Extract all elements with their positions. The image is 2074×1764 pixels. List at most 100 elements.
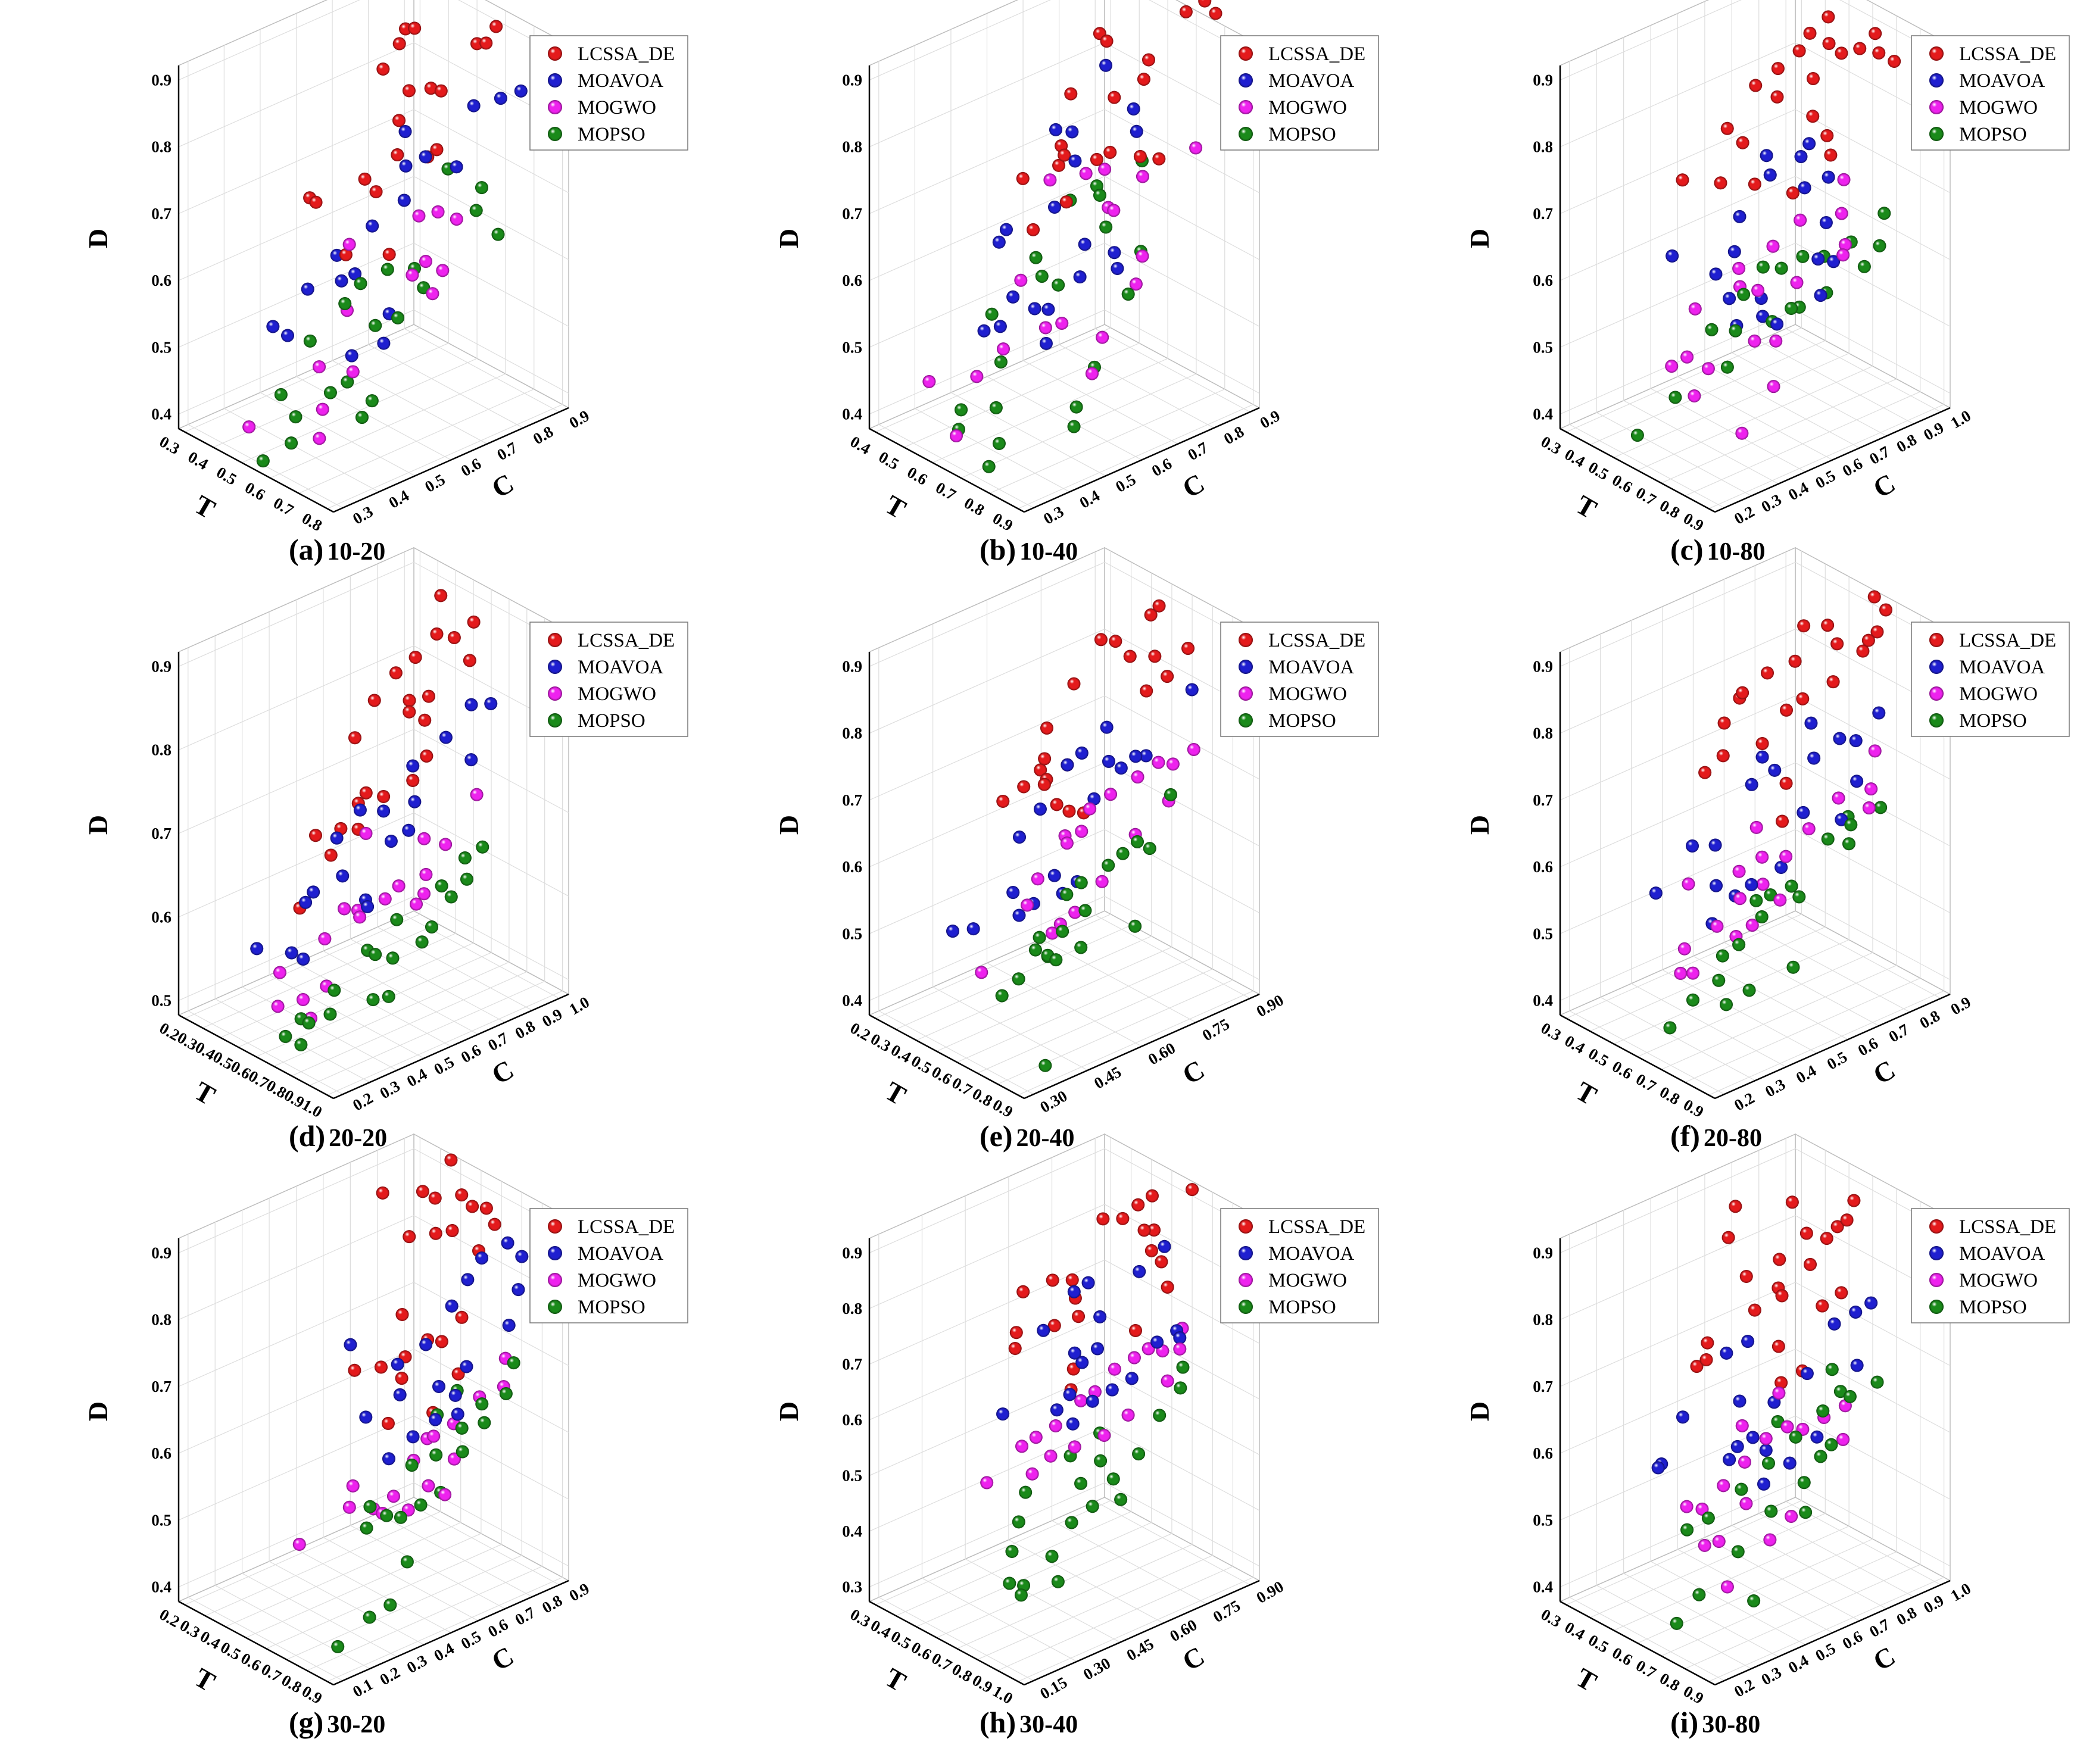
- data-point-shade: [292, 1538, 306, 1551]
- data-point-shade: [395, 1307, 409, 1321]
- y-tick-label: 0.4: [1793, 1061, 1819, 1087]
- legend-label: MOAVOA: [1959, 70, 2045, 92]
- y-tick-label: 0.8: [1894, 1603, 1920, 1629]
- data-point-shade: [463, 654, 476, 667]
- data-point-shade: [1833, 732, 1847, 745]
- data-point-shade: [1822, 10, 1835, 24]
- data-point-shade: [1804, 1257, 1817, 1271]
- data-point-shade: [392, 879, 406, 893]
- data-point-shade: [992, 436, 1006, 450]
- data-point-shade: [434, 589, 448, 602]
- data-point-shade: [1016, 1285, 1030, 1298]
- x-axis-title: T: [880, 489, 911, 524]
- legend-label: MOPSO: [1268, 1297, 1336, 1318]
- data-point-shade: [1785, 1195, 1799, 1209]
- z-axis-title: D: [774, 229, 804, 248]
- x-tick-label: 0.8: [299, 509, 325, 535]
- legend-label: MOGWO: [1959, 1270, 2038, 1291]
- data-point-shade: [1786, 960, 1800, 974]
- z-axis-title: D: [83, 229, 113, 248]
- data-point-shade: [328, 984, 341, 997]
- data-point-shade: [1059, 195, 1073, 209]
- z-tick-label: 0.5: [1533, 1511, 1553, 1529]
- y-tick-label: 0.9: [539, 1005, 565, 1031]
- data-points: [1630, 10, 1901, 442]
- data-point-shade: [1005, 1544, 1019, 1558]
- z-tick-label: 0.8: [151, 1311, 171, 1329]
- data-point-shade: [1065, 1273, 1079, 1287]
- x-tick-label: 0.9: [990, 1095, 1016, 1121]
- data-point-shade: [1060, 836, 1074, 850]
- y-axis-title: C: [486, 467, 519, 504]
- legend-marker-shade: [1929, 1219, 1944, 1234]
- data-point-shade: [1748, 334, 1761, 348]
- z-tick-label: 0.9: [1533, 657, 1553, 675]
- data-point-shade: [1686, 993, 1699, 1007]
- data-point-shade: [429, 1413, 442, 1426]
- data-point-shade: [1710, 919, 1724, 933]
- data-point-shade: [1772, 1386, 1786, 1400]
- data-point-shade: [1785, 301, 1798, 315]
- scatter-panel-7: 0.20.30.40.50.60.70.80.9 0.1 0.2 0.3 0.4 0.5 0…: [83, 1133, 688, 1739]
- data-point-shade: [369, 185, 383, 199]
- scatter-panel-6: 0.30.40.50.60.70.80.9 0.20.30.40.50.60.70…: [1464, 547, 2070, 1153]
- data-point-shade: [1012, 972, 1025, 986]
- data-point-shade: [1701, 362, 1715, 376]
- legend-label: LCSSA_DE: [1268, 630, 1365, 651]
- x-axis-line: [178, 1014, 334, 1100]
- data-point-shade: [1021, 898, 1034, 912]
- z-tick-label: 0.9: [842, 71, 862, 89]
- y-tick-label: 0.8: [1221, 423, 1247, 448]
- data-point-shade: [1686, 839, 1699, 853]
- z-tick-label: 0.6: [842, 271, 862, 289]
- data-point-shade: [1049, 1419, 1062, 1432]
- data-point-shade: [1814, 1450, 1827, 1463]
- data-point-shade: [1836, 248, 1850, 262]
- data-point-shade: [353, 910, 367, 924]
- data-point-shade: [422, 1479, 435, 1493]
- legend-marker-shade: [548, 73, 562, 88]
- legend-label: MOGWO: [1268, 1270, 1347, 1291]
- data-point-shade: [1807, 751, 1821, 765]
- data-point-shade: [448, 1388, 462, 1402]
- data-point-shade: [1735, 1482, 1748, 1496]
- data-point-shade: [331, 1640, 345, 1653]
- data-point-shade: [1074, 1476, 1088, 1490]
- y-axis-line: [333, 993, 569, 1100]
- legend-marker-shade: [548, 1219, 562, 1234]
- data-point-shade: [1751, 283, 1765, 297]
- x-tick-label: 0.3: [157, 432, 183, 458]
- y-axis-title: C: [1868, 467, 1900, 504]
- legend-marker-shade: [1239, 660, 1253, 674]
- data-point-shade: [1849, 1306, 1863, 1319]
- data-point-shade: [1741, 1335, 1755, 1348]
- caption-text: 30-20: [327, 1711, 385, 1738]
- data-point-shade: [1755, 910, 1769, 924]
- panel-caption: (e) 20-40: [980, 1119, 1075, 1153]
- data-point-shade: [369, 948, 382, 961]
- x-tick-label: 0.6: [1609, 471, 1635, 497]
- legend-marker-shade: [1239, 127, 1253, 141]
- legend-marker-shade: [1929, 633, 1944, 647]
- data-point-shade: [1759, 1432, 1773, 1445]
- data-point-shade: [1061, 758, 1074, 772]
- data-point-shade: [1074, 941, 1088, 954]
- data-point-shade: [1181, 642, 1195, 655]
- data-point-shade: [1094, 633, 1108, 647]
- legend-marker-shade: [548, 100, 562, 114]
- data-point-shade: [1152, 152, 1166, 166]
- data-point-shade: [1730, 1440, 1744, 1453]
- data-point-shade: [1827, 255, 1841, 268]
- legend: LCSSA_DE MOAVOA MOGWO MOPSO: [1911, 35, 2070, 151]
- data-point-shade: [1870, 625, 1884, 639]
- data-point-shade: [1779, 776, 1793, 790]
- y-tick-label: 0.4: [1785, 479, 1811, 504]
- y-tick-label: 0.9: [566, 407, 592, 432]
- data-point-shade: [1698, 766, 1712, 779]
- data-point-shade: [1733, 892, 1746, 906]
- data-point-shade: [1209, 7, 1222, 20]
- data-point-shade: [1794, 150, 1808, 164]
- data-point-shade: [1862, 801, 1876, 815]
- data-point-shade: [1055, 317, 1069, 330]
- y-tick-label: 0.6: [458, 454, 484, 480]
